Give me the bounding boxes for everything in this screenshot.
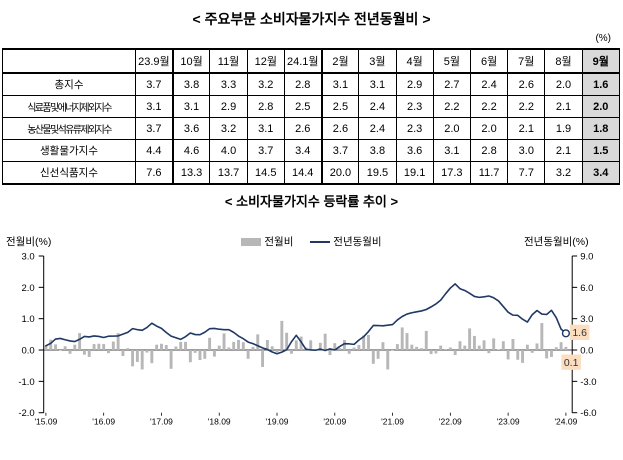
svg-text:'23.09: '23.09 bbox=[497, 417, 520, 427]
svg-text:2.0: 2.0 bbox=[21, 283, 34, 294]
svg-text:0.0: 0.0 bbox=[580, 346, 593, 357]
svg-text:1.6: 1.6 bbox=[572, 327, 587, 339]
svg-text:'22.09: '22.09 bbox=[439, 417, 462, 427]
svg-text:1.0: 1.0 bbox=[21, 314, 34, 325]
svg-text:'24.09: '24.09 bbox=[554, 417, 577, 427]
svg-text:'15.09: '15.09 bbox=[34, 417, 57, 427]
svg-text:'21.09: '21.09 bbox=[381, 417, 404, 427]
svg-text:3.0: 3.0 bbox=[21, 252, 34, 263]
svg-text:'20.09: '20.09 bbox=[323, 417, 346, 427]
svg-text:'19.09: '19.09 bbox=[266, 417, 289, 427]
svg-text:0.0: 0.0 bbox=[21, 346, 34, 357]
svg-text:'16.09: '16.09 bbox=[92, 417, 115, 427]
svg-text:'17.09: '17.09 bbox=[150, 417, 173, 427]
svg-text:3.0: 3.0 bbox=[580, 314, 593, 325]
svg-text:-3.0: -3.0 bbox=[580, 377, 596, 388]
svg-text:9.0: 9.0 bbox=[580, 252, 593, 263]
svg-text:0.1: 0.1 bbox=[564, 357, 579, 369]
svg-text:-2.0: -2.0 bbox=[18, 408, 34, 419]
svg-text:-1.0: -1.0 bbox=[18, 377, 34, 388]
svg-text:'18.09: '18.09 bbox=[208, 417, 231, 427]
svg-text:-6.0: -6.0 bbox=[580, 408, 596, 419]
svg-text:6.0: 6.0 bbox=[580, 283, 593, 294]
